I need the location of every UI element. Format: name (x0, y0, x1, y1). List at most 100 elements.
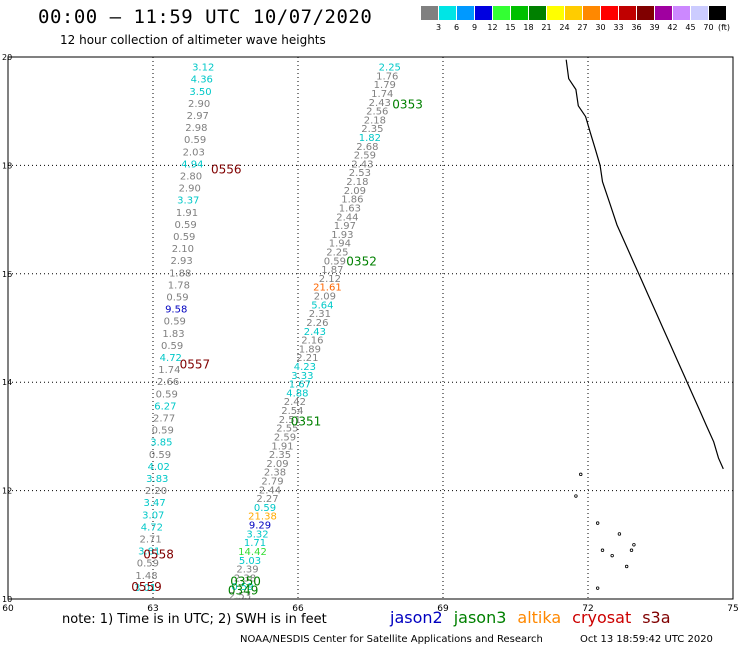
lat-tick-label: 10 (2, 595, 12, 604)
wave-height-value: 2.25 (379, 63, 401, 74)
scale-label: 21 (541, 23, 552, 32)
scale-swatch (439, 6, 456, 20)
wave-height-value: 0.59 (149, 450, 171, 461)
pass-time-label: 0351 (291, 415, 322, 429)
wave-height-value: 1.83 (162, 329, 184, 340)
wave-height-value: 2.10 (172, 244, 194, 255)
wave-height-value: 1.97 (334, 221, 356, 232)
wave-height-value: 2.42 (284, 397, 306, 408)
wave-height-value: 3.33 (291, 371, 313, 382)
scale-swatch (637, 6, 654, 20)
satellite-legend: jason2 jason3 altika cryosat s3a (390, 608, 682, 627)
wave-height-value: 2.54 (281, 406, 303, 417)
wave-height-value: 3.47 (143, 498, 165, 509)
wave-height-value: 1.89 (299, 344, 321, 355)
scale-label: 18 (523, 23, 534, 32)
wave-height-value: 0.59 (137, 559, 159, 570)
credit-line: NOAA/NESDIS Center for Satellite Applica… (240, 634, 543, 645)
island-marker (629, 548, 634, 552)
wave-height-value: 2.56 (366, 107, 388, 118)
wave-height-value: 1.82 (359, 133, 381, 144)
wave-height-value: 2.53 (229, 591, 251, 602)
wave-height-value: 2.18 (346, 177, 368, 188)
scale-unit: (ft) (717, 23, 731, 32)
wave-height-value: 2.39 (236, 565, 258, 576)
wave-height-value: 9.58 (165, 305, 187, 316)
lat-tick-label: 16 (2, 270, 12, 279)
scale-swatch (547, 6, 564, 20)
wave-height-value: 2.16 (301, 336, 323, 347)
wave-height-value: 6.27 (154, 401, 176, 412)
wave-height-value: 2.59 (274, 433, 296, 444)
wave-height-value: 1.74 (158, 365, 180, 376)
wave-height-value: 21.38 (248, 512, 277, 523)
wave-height-value: 2.68 (356, 142, 378, 153)
scale-label: 3 (435, 23, 442, 32)
wave-height-value: 0.59 (324, 256, 346, 267)
generated-timestamp: Oct 13 18:59:42 UTC 2020 (580, 634, 713, 645)
wave-height-value: 3.83 (146, 474, 168, 485)
wave-height-value: 0.59 (173, 232, 195, 243)
wave-height-value: 3.85 (150, 438, 172, 449)
scale-label: 30 (595, 23, 606, 32)
pass-time-label: 0353 (392, 98, 423, 112)
wave-height-value: 0.59 (164, 317, 186, 328)
wave-height-value: 0.59 (231, 582, 253, 593)
wave-height-value: 2.90 (188, 99, 210, 110)
wave-height-value: 4.94 (181, 159, 203, 170)
wave-height-value: 5.03 (239, 556, 261, 567)
wave-height-value: 1.74 (371, 89, 393, 100)
wave-height-value: 2.51 (279, 415, 301, 426)
wave-height-value: 3.07 (142, 510, 164, 521)
pass-time-label: 0558 (143, 547, 174, 561)
lat-tick-label: 18 (2, 161, 12, 170)
pass-time-label: 0559 (131, 580, 162, 594)
scale-label: 42 (667, 23, 678, 32)
island-marker (595, 586, 600, 590)
wave-height-value: 2.43 (351, 159, 373, 170)
coastline (565, 59, 724, 470)
wave-height-value: 2.25 (326, 248, 348, 259)
island-marker (574, 494, 578, 498)
island-marker (600, 548, 605, 552)
wave-height-value: 2.80 (180, 172, 202, 183)
scale-swatch (655, 6, 672, 20)
map-frame (7, 56, 734, 600)
wave-height-value: 0.59 (174, 220, 196, 231)
wave-height-value: 1.86 (341, 195, 363, 206)
wave-height-value: 2.18 (364, 115, 386, 126)
lon-tick-label: 63 (147, 604, 158, 614)
scale-label: 33 (613, 23, 624, 32)
scale-label: 39 (649, 23, 660, 32)
wave-height-value: 1.71 (244, 538, 266, 549)
wave-height-value: 1.63 (339, 204, 361, 215)
wave-height-value: 14.42 (238, 547, 267, 558)
scale-label: 12 (487, 23, 498, 32)
wave-height-value: 3.01 (134, 583, 156, 594)
wave-height-value: 4.88 (286, 388, 308, 399)
wave-height-value: 1.91 (271, 441, 293, 452)
wave-height-value: 2.09 (314, 292, 336, 303)
scale-swatch (475, 6, 492, 20)
island-marker (595, 521, 600, 525)
wave-height-value: 0.59 (254, 503, 276, 514)
pass-time-label: 0352 (346, 255, 377, 269)
wave-height-value: 5.64 (311, 300, 333, 311)
wave-height-value: 2.90 (179, 184, 201, 195)
wave-height-value: 2.35 (361, 124, 383, 135)
wave-height-value: 2.20 (145, 486, 167, 497)
scale-swatch (601, 6, 618, 20)
scale-label: 6 (453, 23, 460, 32)
wave-height-value: 2.53 (349, 168, 371, 179)
wave-height-value: 3.12 (192, 63, 214, 74)
wave-height-value: 21.61 (313, 283, 342, 294)
wave-height-value: 2.55 (276, 424, 298, 435)
satellite-name: altika (517, 608, 562, 627)
lon-tick-label: 66 (292, 604, 304, 614)
wave-height-value: 2.43 (304, 327, 326, 338)
island-marker (579, 472, 583, 477)
island-marker (624, 564, 629, 569)
wave-height-value: 3.81 (138, 547, 160, 558)
wave-height-value: 1.76 (376, 71, 398, 82)
